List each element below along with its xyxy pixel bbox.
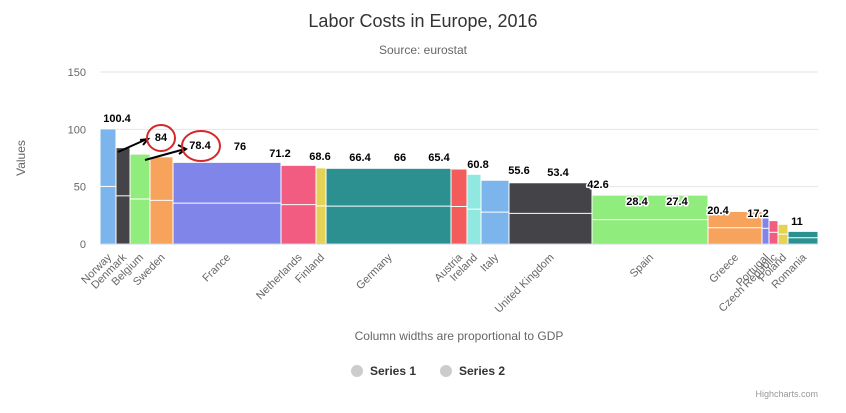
y-tick-label: 0	[80, 239, 86, 251]
data-label-italy: 55.6	[508, 165, 529, 177]
y-tick-label: 150	[68, 67, 86, 79]
data-label-austria: 65.4	[428, 152, 450, 164]
data-label-portugal: 27.4	[666, 196, 688, 208]
data-label-ireland: 60.8	[467, 159, 488, 171]
data-label-denmark: 84	[155, 132, 168, 144]
data-label-romania: 11	[791, 216, 803, 228]
x-axis-title: Column widths are proportional to GDP	[355, 329, 564, 343]
legend-label-series-2: Series 2	[459, 364, 505, 378]
annotation-arrow-1	[117, 138, 148, 153]
credits-link[interactable]: Highcharts.com	[755, 389, 818, 399]
data-label-united-kingdom: 53.4	[547, 167, 569, 179]
data-label-czech-republic: 20.4	[707, 205, 729, 217]
legend-item-series-2[interactable]: Series 2	[440, 364, 505, 378]
data-label-finland: 66.4	[349, 152, 371, 164]
data-label-norway: 100.4	[103, 113, 131, 125]
annotation-arrow-2	[144, 148, 186, 161]
legend-symbol-series-1	[351, 365, 363, 377]
y-axis-title: Values	[14, 140, 28, 176]
data-label-belgium: 78.4	[189, 140, 211, 152]
y-tick-label: 100	[68, 124, 86, 136]
data-label-poland: 17.2	[747, 208, 768, 220]
series-split-lines	[100, 185, 818, 239]
annotation-arrowhead-2	[177, 144, 188, 155]
data-label-sweden: 76	[234, 141, 246, 153]
legend: Series 1 Series 2	[351, 364, 505, 378]
legend-symbol-series-2	[440, 365, 452, 377]
data-label-spain: 42.6	[587, 179, 608, 191]
data-labels: 100.4 84 78.4 76 71.2 68.6 66.4 66 65.4 60.8 55.6 5…	[102, 112, 805, 230]
annotation-circle-84	[146, 124, 176, 152]
data-label-germany: 66	[394, 152, 406, 164]
chart-title: Labor Costs in Europe, 2016	[308, 11, 537, 31]
legend-item-series-1[interactable]: Series 1	[351, 364, 416, 378]
data-label-france: 71.2	[269, 148, 290, 160]
y-tick-label: 50	[74, 182, 86, 194]
data-label-netherlands: 68.6	[309, 151, 330, 163]
annotation-circle-78-4	[181, 130, 221, 162]
y-axis-ticks: 0 50 100 150	[68, 67, 86, 251]
legend-label-series-1: Series 1	[370, 364, 416, 378]
chart-subtitle: Source: eurostat	[379, 43, 468, 57]
data-label-greece: 28.4	[626, 196, 648, 208]
